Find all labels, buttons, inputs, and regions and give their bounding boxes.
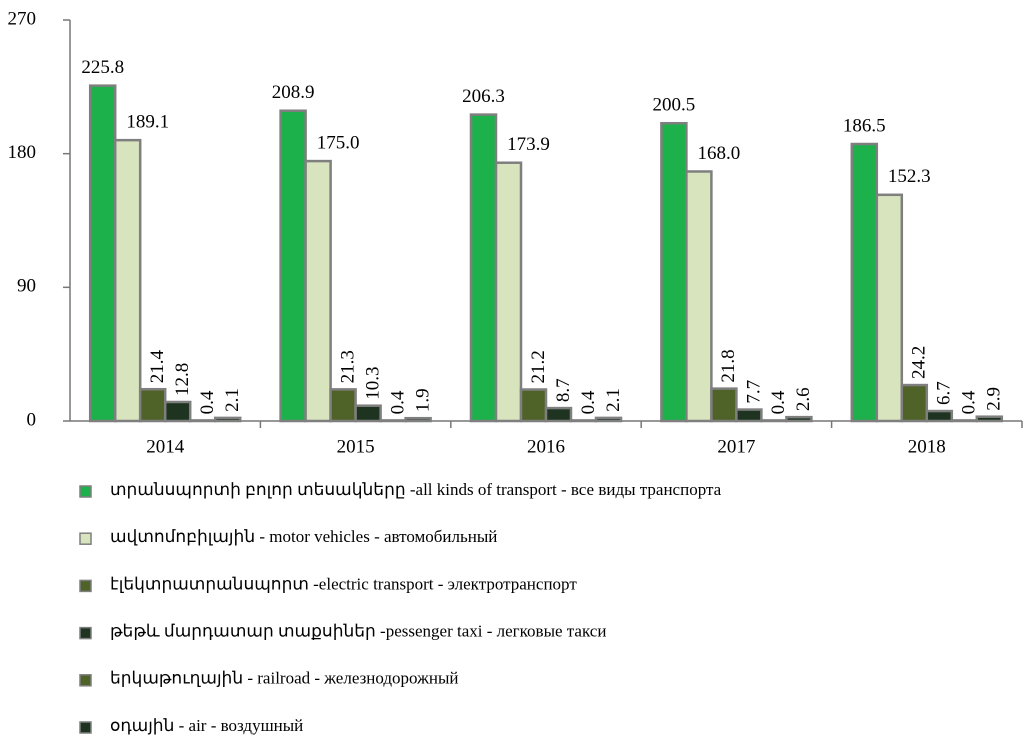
- bar: [188, 419, 217, 423]
- data-label: 2.6: [793, 387, 814, 411]
- data-label: 21.8: [718, 349, 739, 382]
- data-label: 200.5: [653, 95, 696, 116]
- data-label: 2.1: [222, 388, 243, 412]
- legend-label: օդային - air - воздушный: [110, 716, 303, 735]
- bar: [900, 383, 929, 423]
- data-label: 206.3: [462, 86, 505, 107]
- data-label: 0.4: [768, 390, 789, 414]
- data-label: 0.4: [387, 390, 408, 414]
- bar: [354, 404, 382, 423]
- bar: [544, 406, 573, 423]
- y-tick-label: 180: [8, 142, 37, 163]
- bar: [660, 121, 688, 423]
- bar: [685, 170, 713, 423]
- bar: [494, 161, 523, 423]
- legend-swatch: [79, 532, 92, 545]
- bar: [710, 387, 738, 423]
- data-label: 0.4: [959, 390, 980, 414]
- data-label: 0.4: [197, 390, 218, 414]
- bar: [950, 419, 979, 423]
- data-label: 186.5: [843, 115, 886, 136]
- bar: [925, 409, 954, 423]
- bar: [519, 388, 548, 423]
- data-label: 189.1: [126, 112, 169, 133]
- bar: [404, 416, 432, 423]
- bar: [975, 415, 1004, 423]
- bar: [760, 419, 788, 423]
- legend-swatch: [79, 579, 92, 593]
- legend-label: թեթև մարդատար տաքսիներ -pessenger taxi -…: [110, 622, 606, 641]
- bar: [875, 193, 904, 423]
- data-label: 21.2: [528, 350, 549, 383]
- y-tick-label: 90: [17, 276, 36, 297]
- data-label: 12.8: [172, 363, 193, 396]
- legend-label: տրանսպորտի բոլոր տեսակները -all kinds of…: [110, 480, 722, 499]
- bar: [735, 408, 763, 423]
- bar: [138, 387, 167, 423]
- bar: [785, 415, 813, 423]
- legend-swatch: [79, 485, 92, 498]
- data-label: 21.3: [337, 350, 358, 383]
- x-tick-label: 2016: [527, 436, 565, 457]
- legend-label: ավտոմոբիլային - motor vehicles - автомоб…: [110, 527, 497, 546]
- data-label: 175.0: [317, 132, 360, 153]
- data-label: 208.9: [272, 82, 315, 103]
- data-label: 225.8: [81, 57, 124, 78]
- bar: [113, 138, 142, 423]
- x-tick-label: 2017: [717, 436, 755, 457]
- data-label: 2.9: [984, 387, 1005, 411]
- bar: [304, 159, 332, 423]
- bar: [379, 419, 407, 423]
- x-tick-label: 2015: [337, 436, 375, 457]
- data-label: 24.2: [909, 346, 930, 379]
- legend-label: երկաթուղային - railroad - железнодорожны…: [110, 669, 459, 688]
- legend-swatch: [79, 626, 92, 640]
- y-tick-label: 270: [8, 8, 37, 29]
- bar: [569, 419, 598, 423]
- y-tick-label: 0: [27, 409, 37, 430]
- data-label: 168.0: [698, 143, 741, 164]
- data-label: 6.7: [934, 381, 955, 405]
- legend-swatch: [79, 674, 92, 687]
- x-tick-label: 2018: [908, 436, 946, 457]
- data-label: 10.3: [362, 366, 383, 399]
- legend-swatch: [79, 721, 92, 734]
- data-label: 173.9: [507, 134, 550, 155]
- data-label: 21.4: [147, 349, 168, 383]
- bar: [850, 142, 879, 423]
- bar: [213, 416, 242, 423]
- bar: [469, 113, 498, 423]
- data-label: 0.4: [578, 390, 599, 414]
- bar: [594, 416, 623, 423]
- data-label: 7.7: [743, 380, 764, 404]
- x-tick-label: 2014: [146, 436, 185, 457]
- data-label: 2.1: [603, 388, 624, 412]
- bar: [329, 388, 357, 423]
- data-label: 152.3: [888, 166, 931, 187]
- bar: [88, 84, 117, 423]
- data-label: 8.7: [553, 378, 574, 402]
- legend-label: էլեկտրատրանսպորտ -electric transport - э…: [110, 574, 577, 593]
- bar: [279, 109, 307, 423]
- data-label: 1.9: [412, 388, 433, 412]
- bar: [163, 400, 192, 423]
